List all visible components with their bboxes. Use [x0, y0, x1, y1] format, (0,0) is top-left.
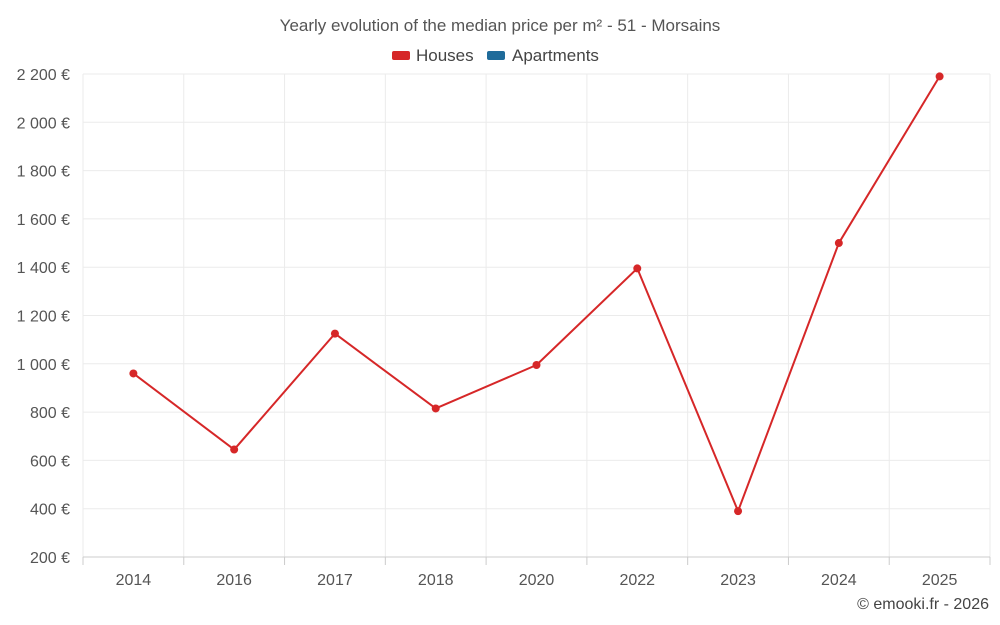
- legend: Houses Apartments: [392, 46, 599, 65]
- series-houses: [129, 72, 944, 516]
- legend-label-houses: Houses: [416, 46, 474, 65]
- chart-title: Yearly evolution of the median price per…: [280, 16, 721, 35]
- legend-item-apartments[interactable]: Apartments: [487, 46, 599, 65]
- legend-swatch-houses: [392, 51, 410, 60]
- x-tick-label: 2018: [418, 572, 454, 589]
- data-point-houses: [129, 369, 138, 378]
- data-point-houses: [230, 445, 239, 454]
- data-point-houses: [532, 361, 541, 370]
- x-tick-label: 2016: [216, 572, 252, 589]
- data-point-houses: [330, 329, 339, 338]
- x-tick-label: 2025: [922, 572, 958, 589]
- x-tick-label: 2022: [619, 572, 655, 589]
- y-axis: 200 € 400 € 600 € 800 € 1 000 € 1 200 € 1 400 …: [17, 67, 70, 567]
- data-point-houses: [734, 507, 743, 516]
- legend-item-houses[interactable]: Houses: [392, 46, 474, 65]
- x-tick-label: 2023: [720, 572, 756, 589]
- data-point-houses: [834, 239, 843, 248]
- x-tick-label: 2014: [116, 572, 152, 589]
- legend-label-apartments: Apartments: [512, 46, 599, 65]
- y-tick-label: 200 €: [30, 550, 70, 567]
- gridlines: [82, 73, 991, 557]
- x-tick-label: 2017: [317, 572, 353, 589]
- y-tick-label: 600 €: [30, 453, 70, 470]
- y-tick-label: 1 000 €: [17, 357, 70, 374]
- y-tick-label: 1 400 €: [17, 260, 70, 277]
- y-tick-label: 1 600 €: [17, 212, 70, 229]
- y-tick-label: 2 200 €: [17, 67, 70, 84]
- data-point-houses: [633, 264, 642, 273]
- data-point-houses: [935, 72, 944, 81]
- y-tick-label: 800 €: [30, 405, 70, 422]
- x-tick-label: 2020: [519, 572, 555, 589]
- y-tick-label: 400 €: [30, 502, 70, 519]
- x-tick-label: 2024: [821, 572, 857, 589]
- legend-swatch-apartments: [487, 51, 505, 60]
- series-line-houses: [132, 75, 941, 513]
- y-tick-label: 1 800 €: [17, 164, 70, 181]
- y-tick-label: 1 200 €: [17, 309, 70, 326]
- credit-text: © emooki.fr - 2026: [857, 596, 989, 613]
- x-axis: 2014 2016 2017 2018 2020 2022 2023 2024 2025: [82, 556, 991, 589]
- y-tick-label: 2 000 €: [17, 115, 70, 132]
- data-point-houses: [431, 404, 440, 413]
